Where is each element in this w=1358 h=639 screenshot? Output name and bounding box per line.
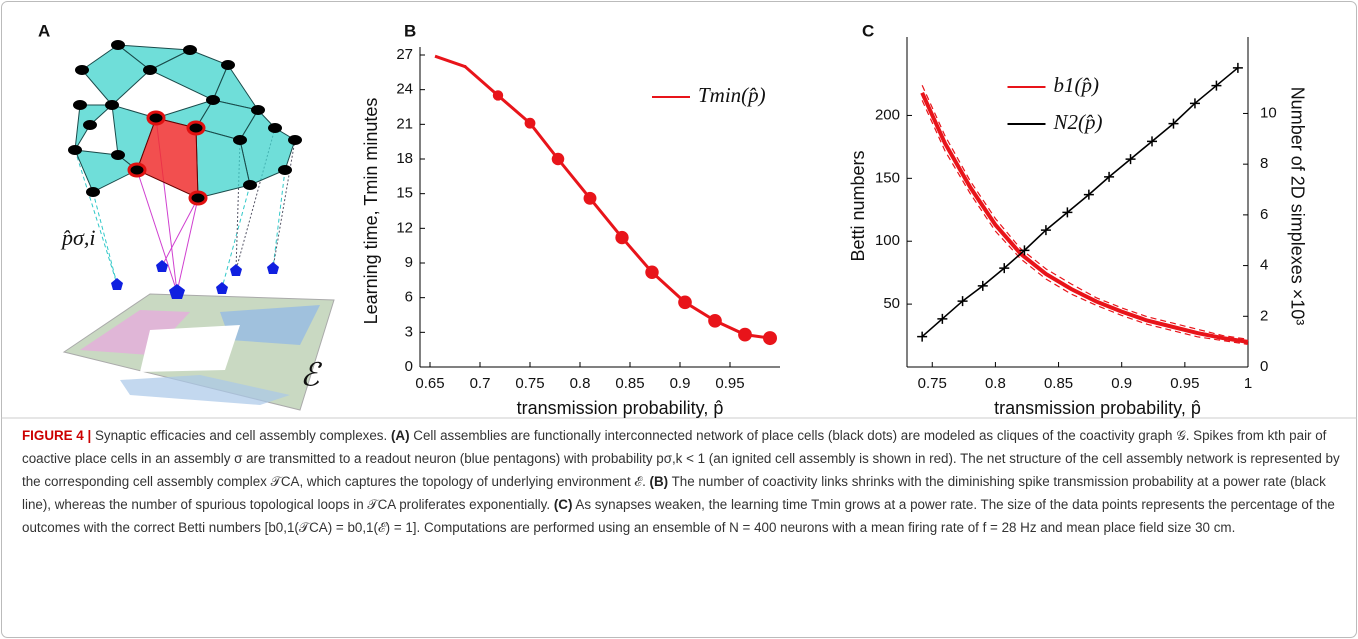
legend-label: b1(p̂) <box>1054 73 1100 97</box>
x-tick-label: 0.95 <box>715 375 744 392</box>
x-tick-label: 0.9 <box>670 375 691 392</box>
data-point <box>463 64 467 69</box>
data-point <box>1040 225 1051 236</box>
y-tick-label: 50 <box>883 295 900 312</box>
section-label: (B) <box>649 474 669 489</box>
y-tick-label: 3 <box>405 323 413 340</box>
x-tick-label: 0.8 <box>985 375 1006 392</box>
x-tick-label: 0.9 <box>1111 375 1132 392</box>
x-axis-label: transmission probability, p̂ <box>517 398 724 418</box>
x-tick-label: 1 <box>1244 375 1252 392</box>
panel-label: C <box>862 21 874 40</box>
y-tick-label: 24 <box>396 81 413 98</box>
y-tick-label: 9 <box>405 254 413 271</box>
y2-tick-label: 8 <box>1260 155 1268 172</box>
ignited-cells <box>127 110 208 206</box>
y-tick-label: 15 <box>396 185 413 202</box>
data-point <box>1104 171 1115 182</box>
data-point <box>977 280 988 291</box>
data-point <box>1189 98 1200 109</box>
patch <box>220 305 320 345</box>
panel-label: B <box>404 21 416 40</box>
data-point <box>957 296 968 307</box>
y-tick-label: 0 <box>405 358 413 375</box>
legend-label: N2(p̂) <box>1053 110 1103 134</box>
y-tick-label: 100 <box>875 232 900 249</box>
x-tick-label: 0.65 <box>415 375 444 392</box>
y-tick-label: 18 <box>396 150 413 167</box>
x-axis-label: transmission probability, p̂ <box>994 398 1201 418</box>
environment-hole <box>140 325 240 372</box>
y-axis-label: Betti numbers <box>848 150 868 261</box>
section-label: (A) <box>390 428 410 443</box>
y-tick-label: 12 <box>396 219 413 236</box>
x-tick-label: 0.8 <box>570 375 591 392</box>
data-point <box>1211 80 1222 91</box>
readout-links <box>74 149 286 289</box>
error-band <box>921 100 1249 345</box>
figure-label: FIGURE 4 | <box>22 428 92 443</box>
panel-a: A <box>38 21 335 411</box>
data-point <box>1168 118 1179 129</box>
panel-label: A <box>38 21 50 40</box>
x-tick-label: 0.75 <box>515 375 544 392</box>
section-label: (C) <box>553 497 573 512</box>
x-tick-label: 0.85 <box>1044 375 1073 392</box>
data-point <box>1019 245 1030 256</box>
series-line <box>921 67 1239 338</box>
y-tick-label: 200 <box>875 106 900 123</box>
y2-tick-label: 6 <box>1260 206 1268 223</box>
data-point <box>615 230 629 245</box>
data-point <box>645 265 659 279</box>
y2-tick-label: 4 <box>1260 257 1268 274</box>
data-point <box>678 295 692 310</box>
data-point <box>1083 189 1094 200</box>
data-point <box>492 90 504 101</box>
y-tick-label: 6 <box>405 289 413 306</box>
data-point <box>1147 136 1158 147</box>
data-point <box>551 152 565 166</box>
place-cells <box>68 40 302 197</box>
section-text: As synapses weaken, the learning time Tm… <box>22 497 1335 535</box>
y2-tick-label: 0 <box>1260 358 1268 375</box>
data-point <box>1062 207 1073 218</box>
data-point <box>524 117 536 129</box>
data-point <box>999 263 1010 274</box>
patch <box>80 310 190 355</box>
series-line <box>920 91 1249 344</box>
readout-neurons <box>111 260 279 299</box>
x-tick-label: 0.95 <box>1170 375 1199 392</box>
x-tick-label: 0.75 <box>918 375 947 392</box>
data-point <box>1232 62 1243 73</box>
caption-title: Synaptic efficacies and cell assembly co… <box>94 428 388 443</box>
y2-tick-label: 10 <box>1260 104 1277 121</box>
caption: FIGURE 4 | Synaptic efficacies and cell … <box>22 424 1340 539</box>
data-point <box>1125 154 1136 165</box>
data-point <box>583 191 597 205</box>
x-tick-label: 0.85 <box>615 375 644 392</box>
patch <box>120 375 290 405</box>
y-tick-label: 27 <box>396 46 413 63</box>
data-point <box>708 313 722 328</box>
legend-label: Tmin(p̂) <box>698 83 766 107</box>
y2-tick-label: 2 <box>1260 307 1268 324</box>
error-band <box>921 85 1249 340</box>
data-point <box>917 331 928 342</box>
data-point <box>937 313 948 324</box>
section-text: Cell assemblies are functionally interco… <box>22 428 1340 489</box>
y-tick-label: 21 <box>396 115 413 132</box>
environment-label: ℰ <box>300 356 323 392</box>
readout-label: p̂σ,i <box>60 225 95 250</box>
y-tick-label: 150 <box>875 169 900 186</box>
section-text: The number of coactivity links shrinks w… <box>22 474 1326 512</box>
y2-axis-label: Number of 2D simplexes ×10³ <box>1287 87 1307 326</box>
data-point <box>763 331 777 346</box>
data-point <box>738 327 752 342</box>
y-axis-label: Learning time, Tmin minutes <box>361 98 381 325</box>
x-tick-label: 0.7 <box>470 375 491 392</box>
